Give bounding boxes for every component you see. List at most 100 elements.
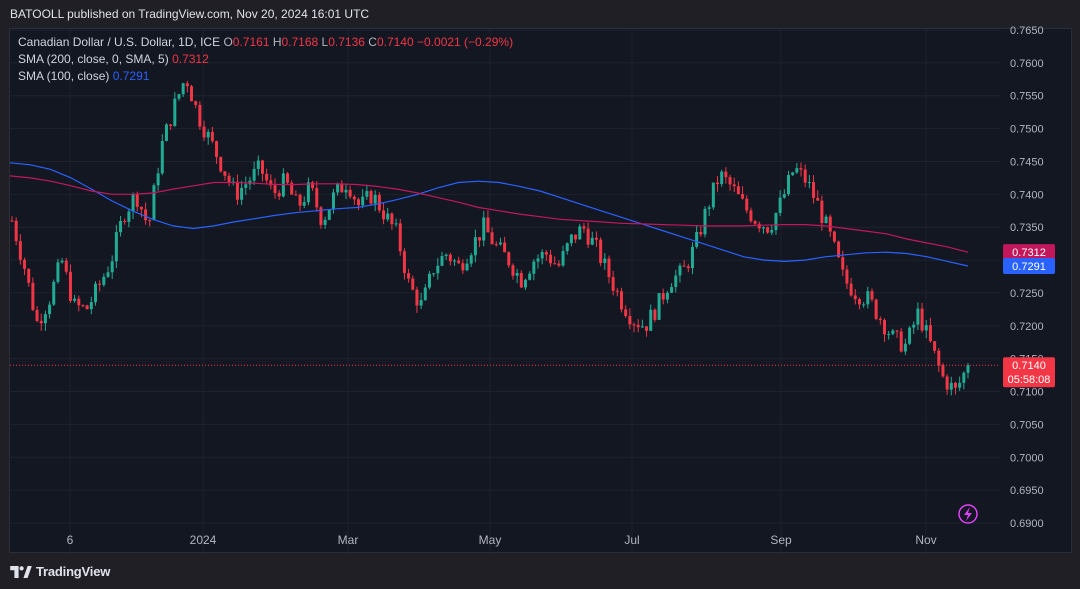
candle-body[interactable] [60, 260, 64, 263]
candle-body[interactable] [173, 98, 177, 126]
candle-body[interactable] [344, 189, 348, 193]
candle-body[interactable] [782, 194, 786, 198]
candle-body[interactable] [945, 376, 949, 390]
candle-body[interactable] [56, 262, 60, 282]
candle-body[interactable] [252, 168, 256, 181]
candle-body[interactable] [386, 213, 390, 220]
candle-body[interactable] [365, 191, 369, 197]
candle-body[interactable] [402, 251, 406, 274]
candle-body[interactable] [924, 325, 928, 331]
candle-body[interactable] [190, 86, 194, 102]
candle-body[interactable] [311, 182, 315, 189]
candle-body[interactable] [741, 194, 745, 199]
candle-body[interactable] [828, 216, 832, 232]
candle-body[interactable] [553, 263, 557, 265]
candle-body[interactable] [578, 226, 582, 240]
candle-body[interactable] [319, 207, 323, 225]
candle-body[interactable] [139, 206, 143, 210]
candle-body[interactable] [540, 252, 544, 259]
candle-body[interactable] [853, 295, 857, 300]
candle-body[interactable] [390, 213, 394, 225]
candle-body[interactable] [185, 83, 189, 87]
candle-body[interactable] [511, 265, 515, 276]
candle-body[interactable] [286, 173, 290, 183]
candle-body[interactable] [728, 177, 732, 185]
candle-body[interactable] [453, 260, 457, 262]
candle-body[interactable] [198, 104, 202, 127]
candle-body[interactable] [607, 258, 611, 278]
candle-body[interactable] [10, 220, 14, 222]
candle-body[interactable] [114, 232, 118, 262]
candle-body[interactable] [457, 260, 461, 264]
candle-body[interactable] [732, 184, 736, 187]
candle-body[interactable] [135, 194, 139, 207]
candle-body[interactable] [486, 217, 490, 233]
candle-body[interactable] [194, 101, 198, 105]
candle-body[interactable] [536, 258, 540, 262]
candle-body[interactable] [206, 131, 210, 138]
candle-body[interactable] [415, 289, 419, 306]
candle-body[interactable] [799, 168, 803, 170]
candle-body[interactable] [561, 251, 565, 266]
candle-body[interactable] [482, 217, 486, 241]
candle-body[interactable] [883, 320, 887, 335]
candle-body[interactable] [695, 232, 699, 247]
candle-body[interactable] [356, 199, 360, 206]
candle-body[interactable] [89, 302, 93, 310]
candle-body[interactable] [632, 324, 636, 326]
candle-body[interactable] [887, 334, 891, 336]
candle-body[interactable] [419, 300, 423, 306]
candle-body[interactable] [469, 255, 473, 264]
candle-body[interactable] [164, 124, 168, 142]
candle-body[interactable] [23, 259, 27, 269]
candle-body[interactable] [81, 305, 85, 307]
candle-body[interactable] [941, 365, 945, 377]
candle-body[interactable] [745, 198, 749, 211]
candle-body[interactable] [432, 273, 436, 275]
candle-body[interactable] [93, 283, 97, 303]
candle-body[interactable] [507, 252, 511, 266]
candle-body[interactable] [256, 160, 260, 169]
candle-body[interactable] [724, 171, 728, 178]
candle-body[interactable] [273, 185, 277, 194]
candle-body[interactable] [73, 298, 77, 301]
candle-body[interactable] [640, 326, 644, 328]
candle-body[interactable] [620, 291, 624, 310]
candle-body[interactable] [102, 276, 106, 285]
candle-body[interactable] [77, 298, 81, 306]
candle-body[interactable] [611, 277, 615, 291]
candle-body[interactable] [373, 194, 377, 204]
candle-body[interactable] [816, 197, 820, 201]
candle-body[interactable] [749, 210, 753, 222]
candle-body[interactable] [686, 266, 690, 269]
candle-body[interactable] [953, 382, 957, 388]
candle-body[interactable] [665, 292, 669, 300]
sma200-line[interactable] [9, 175, 969, 253]
candle-body[interactable] [699, 232, 703, 235]
candle-body[interactable] [803, 169, 807, 183]
candle-body[interactable] [682, 265, 686, 267]
candle-body[interactable] [753, 221, 757, 224]
candle-body[interactable] [903, 343, 907, 352]
candle-body[interactable] [85, 305, 89, 310]
candle-body[interactable] [244, 184, 248, 188]
candle-body[interactable] [841, 257, 845, 270]
candle-body[interactable] [594, 237, 598, 240]
candle-body[interactable] [423, 287, 427, 301]
candle-body[interactable] [298, 194, 302, 206]
candle-body[interactable] [649, 309, 653, 331]
candle-body[interactable] [382, 210, 386, 220]
candle-body[interactable] [966, 365, 970, 373]
candle-body[interactable] [131, 194, 135, 212]
candle-body[interactable] [444, 254, 448, 257]
candle-body[interactable] [215, 141, 219, 158]
candle-body[interactable] [599, 239, 603, 264]
candle-body[interactable] [265, 173, 269, 181]
candle-body[interactable] [68, 271, 72, 301]
candle-body[interactable] [290, 182, 294, 195]
legend-sma100[interactable]: SMA (100, close) 0.7291 [18, 69, 149, 83]
candle-body[interactable] [720, 171, 724, 185]
candle-body[interactable] [837, 241, 841, 258]
candle-body[interactable] [862, 304, 866, 306]
